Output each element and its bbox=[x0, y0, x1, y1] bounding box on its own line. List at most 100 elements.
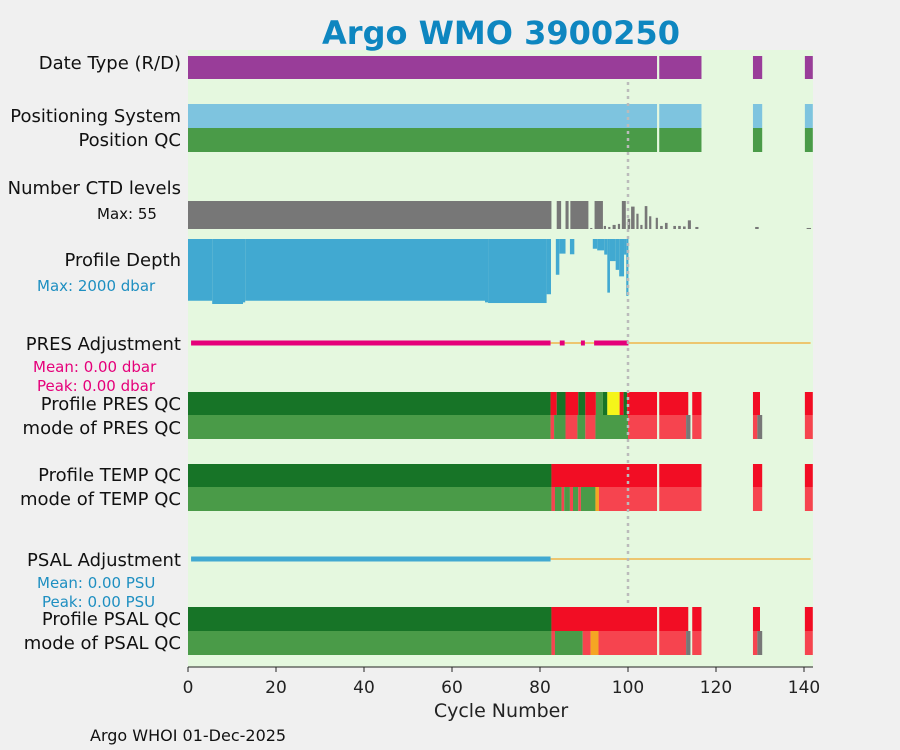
mode-psal-qc-segment-11 bbox=[804, 631, 813, 655]
mode-psal-qc-segment-6 bbox=[659, 631, 687, 655]
mode-temp-qc-segment-9 bbox=[595, 487, 599, 511]
profile-pres-qc-segment-12 bbox=[659, 392, 689, 415]
mode-pres-qc-segment-1 bbox=[550, 415, 555, 439]
psal-peak-label: Peak: 0.00 PSU bbox=[42, 593, 155, 611]
mode-pres-qc-segment-8 bbox=[659, 415, 687, 439]
profile-pres-qc-segment-3 bbox=[565, 392, 579, 415]
profile-psal-qc-segment-1 bbox=[551, 607, 658, 631]
profile-temp-qc-segment-2 bbox=[659, 464, 702, 487]
profile-psal-qc-segment-0 bbox=[188, 607, 552, 631]
profile-depth-bar-12 bbox=[604, 239, 608, 255]
ctd-level-bar-24 bbox=[695, 226, 699, 229]
profile-pres-qc-segment-14 bbox=[752, 392, 760, 415]
profile-depth-bar-16 bbox=[619, 239, 625, 277]
x-tick-label-120: 120 bbox=[700, 678, 732, 698]
x-tick-label-100: 100 bbox=[612, 678, 644, 698]
mode-pres-qc-segment-4 bbox=[577, 415, 586, 439]
profile-pres-qc-segment-6 bbox=[595, 392, 603, 415]
mode-psal-qc-segment-4 bbox=[590, 631, 599, 655]
ctd-level-bar-3 bbox=[570, 201, 589, 229]
mode-pres-qc-segment-12 bbox=[757, 415, 763, 439]
ctd-level-bar-2 bbox=[565, 201, 569, 229]
positioning-system-segment-2 bbox=[752, 104, 763, 128]
x-tick-label-20: 20 bbox=[265, 678, 287, 698]
profile-depth-bar-14 bbox=[609, 239, 616, 262]
mode-psal-qc-segment-1 bbox=[551, 631, 555, 655]
label-mode-temp-qc: mode of TEMP QC bbox=[20, 489, 181, 510]
profile-depth-bar-0 bbox=[188, 239, 213, 301]
position-qc-segment-3 bbox=[804, 128, 813, 152]
profile-depth-bar-8 bbox=[559, 239, 566, 254]
profile-depth-bar-15 bbox=[615, 239, 620, 270]
ctd-level-bar-17 bbox=[655, 217, 658, 229]
profile-depth-bar-11 bbox=[597, 239, 605, 251]
profile-temp-qc-segment-4 bbox=[804, 464, 813, 487]
mode-pres-qc-segment-0 bbox=[188, 415, 551, 439]
label-mode-pres-qc: mode of PRES QC bbox=[23, 418, 181, 439]
ctd-level-bar-5 bbox=[594, 201, 603, 229]
profile-pres-qc-segment-0 bbox=[188, 392, 551, 415]
x-axis: 0 20 40 60 80 100 120 140 bbox=[183, 666, 820, 698]
profile-pres-qc-segment-13 bbox=[692, 392, 702, 415]
ctd-level-bar-25 bbox=[755, 226, 759, 229]
ctd-level-bar-6 bbox=[603, 225, 606, 229]
ctd-level-bar-12 bbox=[631, 206, 635, 229]
pres-mean-label: Mean: 0.00 dbar bbox=[33, 358, 157, 376]
profile-pres-qc-segment-10 bbox=[623, 392, 628, 415]
ctd-level-bar-8 bbox=[612, 224, 616, 229]
profile-pres-qc-segment-4 bbox=[578, 392, 586, 415]
ctd-max-label: Max: 55 bbox=[97, 205, 157, 223]
ctd-level-bar-20 bbox=[673, 225, 676, 229]
profile-depth-bar-5 bbox=[488, 239, 547, 304]
ctd-level-bar-7 bbox=[608, 226, 611, 229]
position-qc-segment-0 bbox=[188, 128, 658, 152]
x-tick-label-80: 80 bbox=[529, 678, 551, 698]
mode-pres-qc-segment-5 bbox=[585, 415, 596, 439]
chart-title: Argo WMO 3900250 bbox=[322, 14, 680, 52]
mode-pres-qc-segment-2 bbox=[554, 415, 566, 439]
label-position-qc: Position QC bbox=[78, 130, 181, 151]
status-bars bbox=[188, 56, 813, 655]
mode-pres-qc-segment-11 bbox=[752, 415, 758, 439]
profile-pres-qc-segment-5 bbox=[585, 392, 596, 415]
positioning-system-segment-3 bbox=[804, 104, 813, 128]
footer-credit: Argo WHOI 01-Dec-2025 bbox=[90, 726, 286, 745]
profile-depth-bar-13 bbox=[607, 239, 610, 293]
ctd-level-bar-22 bbox=[683, 226, 686, 229]
ctd-level-bar-4 bbox=[590, 227, 593, 229]
mode-psal-qc-segment-0 bbox=[188, 631, 552, 655]
mode-temp-qc-segment-6 bbox=[573, 487, 579, 511]
label-profile-pres-qc: Profile PRES QC bbox=[41, 394, 181, 415]
profile-temp-qc-segment-0 bbox=[188, 464, 552, 487]
ctd-level-bar-18 bbox=[660, 225, 663, 229]
profile-pres-qc-segment-7 bbox=[602, 392, 608, 415]
mode-temp-qc-segment-12 bbox=[752, 487, 763, 511]
mode-temp-qc-segment-0 bbox=[188, 487, 552, 511]
mode-psal-qc-segment-2 bbox=[554, 631, 583, 655]
date-type-segment-2 bbox=[752, 56, 763, 79]
ctd-level-bar-0 bbox=[188, 201, 552, 229]
mode-pres-qc-segment-10 bbox=[692, 415, 702, 439]
mode-psal-qc-segment-7 bbox=[686, 631, 691, 655]
x-tick-label-0: 0 bbox=[183, 678, 194, 698]
plot-area bbox=[188, 50, 813, 667]
profile-pres-qc-segment-1 bbox=[550, 392, 557, 415]
ctd-level-bar-15 bbox=[644, 206, 648, 229]
profile-psal-qc-segment-3 bbox=[692, 607, 702, 631]
ctd-level-bar-23 bbox=[687, 220, 691, 229]
mode-temp-qc-segment-13 bbox=[804, 487, 813, 511]
label-pres-adjustment: PRES Adjustment bbox=[26, 334, 181, 355]
profile-pres-qc-segment-11 bbox=[627, 392, 658, 415]
mode-temp-qc-segment-5 bbox=[569, 487, 573, 511]
ctd-level-bar-16 bbox=[649, 216, 652, 229]
profile-psal-qc-segment-2 bbox=[659, 607, 689, 631]
profile-depth-bar-3 bbox=[245, 239, 485, 301]
position-qc-segment-1 bbox=[659, 128, 702, 152]
ctd-level-bar-9 bbox=[617, 223, 621, 229]
label-profile-psal-qc: Profile PSAL QC bbox=[42, 609, 181, 630]
profile-pres-qc-segment-2 bbox=[556, 392, 566, 415]
mode-psal-qc-segment-3 bbox=[582, 631, 591, 655]
pres-peak-label: Peak: 0.00 dbar bbox=[37, 377, 156, 395]
profile-temp-qc-segment-3 bbox=[752, 464, 763, 487]
